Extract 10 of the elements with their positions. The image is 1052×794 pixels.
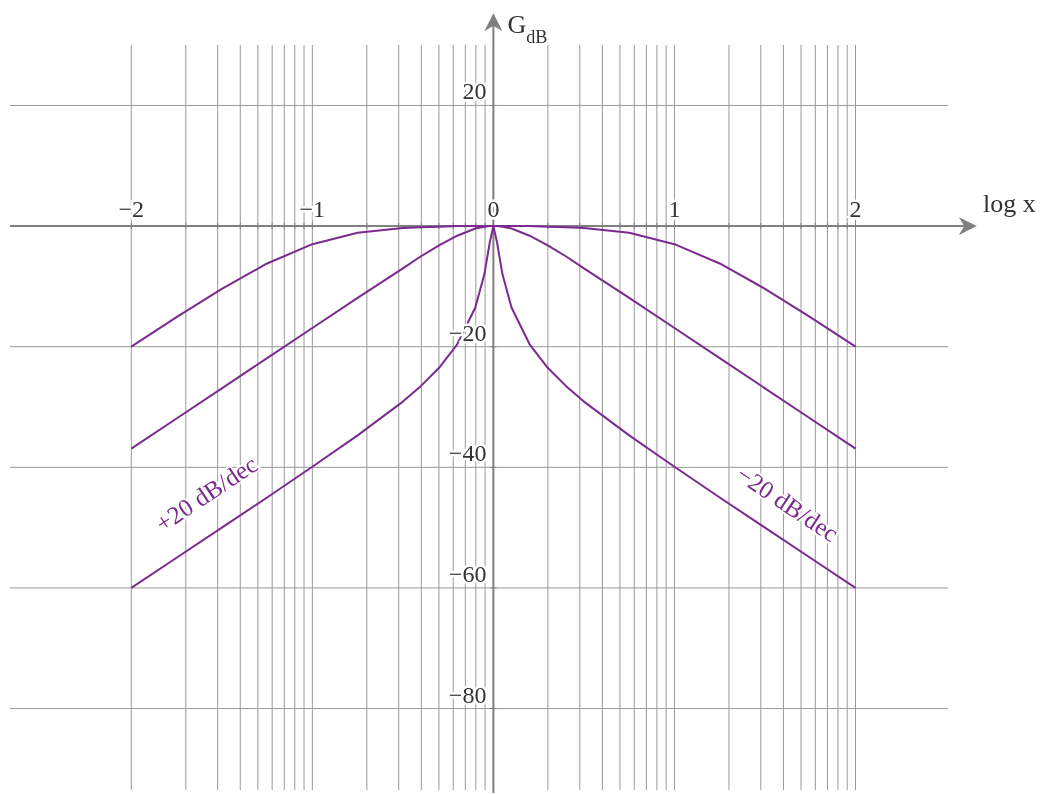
x-tick-label: −2	[118, 196, 145, 223]
y-tick-label: −60	[448, 560, 487, 587]
x-tick-label: 2	[849, 196, 862, 223]
x-tick-label: 1	[668, 196, 681, 223]
y-tick-label: 20	[462, 78, 487, 105]
x-axis-title: log x	[983, 189, 1036, 219]
y-tick-label: −40	[448, 440, 487, 467]
x-tick-label: −1	[299, 196, 326, 223]
y-axis-title: G$_{dB}$	[507, 10, 548, 47]
y-tick-label: −80	[448, 681, 487, 708]
